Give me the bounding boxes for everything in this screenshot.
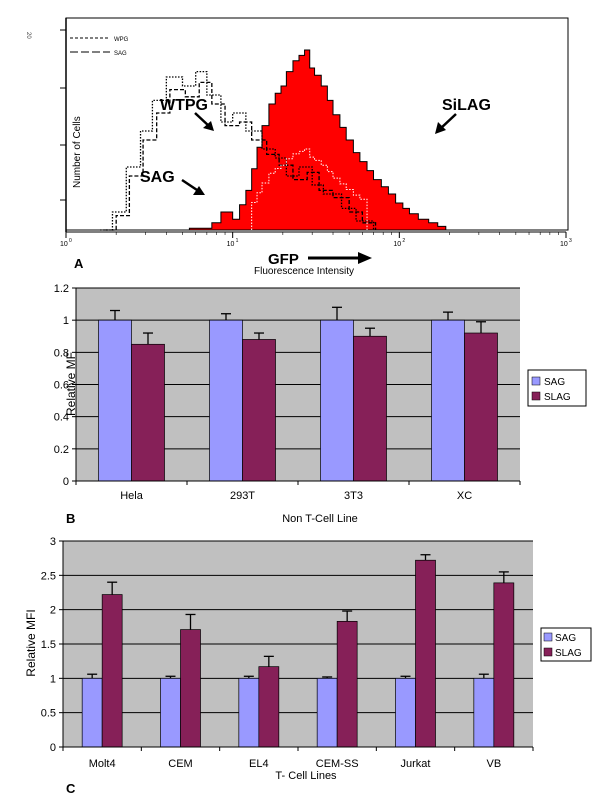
chart-b-y-tick-label: 1 [63,315,69,327]
histogram-series [100,49,447,231]
chart-c-y-label: Relative MFI [24,609,38,676]
panel-b-bar-chart: 0 0.2 0.4 0.6 0.8 1 1.2 Hela 293T 3T3 XC Relative … [54,283,587,526]
chart-b-y-label: Relative MF [64,352,78,416]
chart-c-bar-slag [180,629,201,748]
chart-c-bar-slag [258,666,280,748]
chart-b-y-tick-label: 1.2 [54,283,69,295]
chart-c-bar-sag [81,677,103,748]
annotation-sag-arrowhead [193,186,205,195]
chart-c-bar-slag [415,559,436,748]
chart-c-category-label: Jurkat [401,758,431,770]
legend-swatch-sag [531,376,541,386]
histogram-legend: WPG SAG [70,37,129,57]
chart-b-y-tick-label: 0.6 [54,380,69,392]
chart-c-category-label: EL4 [249,758,269,770]
annotation-silag-arrow [439,113,457,130]
chart-c-y-tick-label: 2 [50,605,56,617]
legend-swatch-slag [543,647,553,657]
x-tick-exponent: 1 [236,238,239,244]
chart-c-y-tick-label: 0 [50,742,56,754]
histogram-x-label: Fluorescence Intensity [254,266,354,277]
histogram-y-top-tick-label: 20 [25,32,31,39]
chart-c-category-label: VB [486,758,501,770]
chart-b-bar-slag [131,343,165,482]
histogram-series-sag [104,81,377,231]
panel-label-b: B [66,511,75,526]
chart-c-y-tick-label: 3 [50,536,56,548]
histogram-y-label: Number of Cells [72,116,83,188]
x-tick-label: 10 [393,241,401,248]
chart-c-bar-sag [160,677,181,748]
annotation-silag-arrowhead [435,122,446,134]
chart-c-bar-slag [336,620,358,748]
chart-c-y-tick-label: 1.5 [41,639,56,651]
panel-label-a: A [74,256,84,271]
chart-b-bar-sag [98,319,132,482]
chart-c-legend: SAG SLAG [540,627,592,662]
panel-label-c: C [66,781,76,796]
chart-b-legend: SAG SLAG [527,369,587,407]
chart-c-category-label: CEM [168,758,192,770]
histogram-x-axis: 10 0 10 1 10 2 10 3 [60,231,572,248]
chart-b-category-label: Hela [120,490,144,502]
chart-b-category-label: 3T3 [344,490,363,502]
annotation-sag: SAG [140,169,175,186]
annotation-wtpg-arrowhead [203,121,214,131]
x-tick-exponent: 3 [569,238,572,244]
legend-label-slag: SLAG [555,648,582,659]
chart-c-bar-sag [473,677,495,748]
chart-b: 0 0.2 0.4 0.6 0.8 1 1.2 Hela 293T 3T3 XC [54,283,521,502]
chart-b-y-tick-label: 0.2 [54,444,69,456]
x-tick-label: 10 [60,241,68,248]
x-tick-label: 10 [227,241,235,248]
chart-c-y-tick-label: 0.5 [41,708,56,720]
panel-a-histogram: 20 10 0 10 1 10 2 10 3 WPG SAG Number of Cells … [25,17,572,277]
chart-c-bar-sag [238,677,260,748]
annotation-wtpg: WTPG [160,97,208,114]
gfp-arrow-head [358,252,372,264]
chart-c-bar-sag [316,677,338,748]
chart-b-category-label: XC [457,490,472,502]
legend-label-slag: SLAG [544,392,571,403]
chart-c-y-tick-label: 1 [50,673,56,685]
chart-c-category-label: CEM-SS [316,758,359,770]
x-tick-label: 10 [560,241,568,248]
chart-c-x-label: T- Cell Lines [275,770,337,782]
chart-c-y-tick-label: 2.5 [41,570,56,582]
chart-b-y-tick-label: 0.8 [54,347,69,359]
chart-b-y-tick-label: 0.4 [54,412,69,424]
x-tick-exponent: 2 [402,238,405,244]
chart-b-category-label: 293T [230,490,255,502]
gfp-arrow-label: GFP [268,251,299,268]
histogram-overlay-trace [251,148,368,230]
chart-c-bar-slag [101,594,123,748]
chart-c: 0 0.5 1 1.5 2 2.5 3 Molt4 CEM EL4 CEM-SS Jurkat VB [41,536,534,770]
chart-b-y-tick-label: 0 [63,476,69,488]
panel-c-bar-chart: 0 0.5 1 1.5 2 2.5 3 Molt4 CEM EL4 CEM-SS Jurkat VB R… [24,536,592,796]
x-tick-exponent: 0 [69,238,72,244]
legend-label-sag: SAG [555,633,576,644]
chart-b-bar-sag [320,319,354,482]
legend-sag-label: SAG [114,51,127,57]
chart-b-bar-sag [431,319,465,482]
histogram-series-silag [188,49,447,231]
chart-c-bar-sag [395,677,416,748]
annotation-silag: SiLAG [442,97,491,114]
chart-b-bar-slag [242,339,276,482]
chart-b-bar-slag [464,332,498,482]
legend-wpg-label: WPG [114,37,129,43]
chart-c-category-label: Molt4 [89,758,116,770]
chart-b-bar-slag [353,335,387,482]
histogram-series-wtpg [100,70,375,231]
chart-b-bar-sag [209,319,243,482]
legend-swatch-sag [543,632,553,642]
chart-b-x-label: Non T-Cell Line [282,513,358,525]
legend-swatch-slag [531,391,541,401]
legend-label-sag: SAG [544,377,565,388]
chart-c-bar-slag [493,582,515,748]
